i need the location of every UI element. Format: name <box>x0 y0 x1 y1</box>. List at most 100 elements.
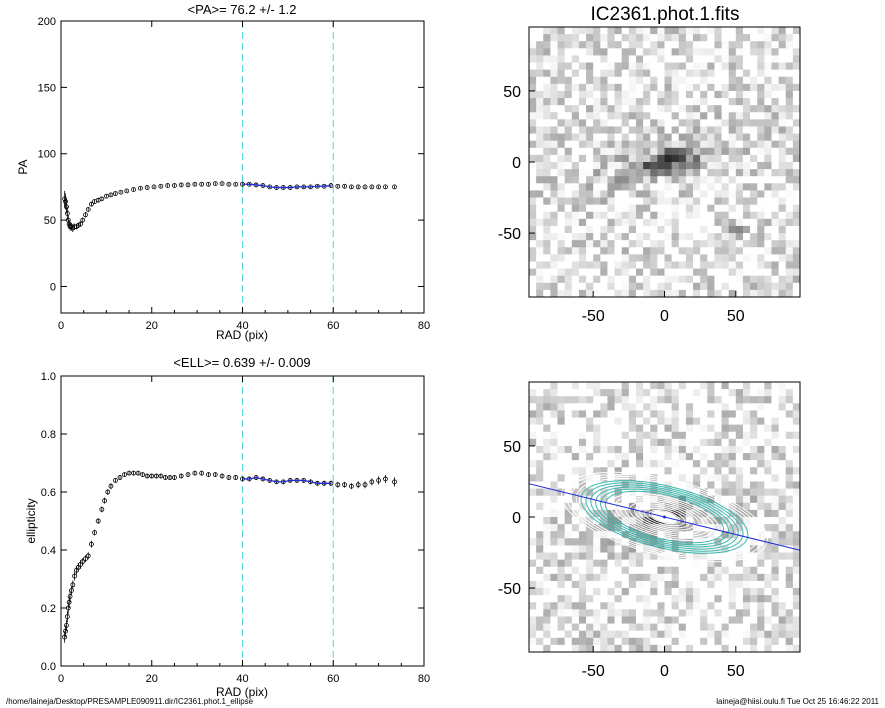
ellipse-image-pixel <box>564 460 573 468</box>
image-pixel <box>529 27 537 35</box>
image-pixel <box>757 282 765 291</box>
ell-point <box>89 540 94 548</box>
pa-point <box>108 192 114 198</box>
image-pixel <box>707 27 716 35</box>
image-pixel <box>635 240 644 248</box>
ellipse-image-pixel <box>693 509 701 518</box>
image-pixel <box>721 41 730 49</box>
ellipse-image-pixel <box>564 474 573 483</box>
ellipse-image-pixel <box>536 580 544 589</box>
ellipse-image-pixel <box>678 524 687 532</box>
image-pixel <box>628 69 637 78</box>
image-pixel <box>664 254 673 263</box>
ellipse-image-pixel <box>657 467 666 475</box>
ellipse-image-pixel <box>664 637 673 646</box>
pa-marker <box>172 183 177 188</box>
image-pixel <box>578 162 587 170</box>
ellipse-image-pixel <box>742 403 751 412</box>
image-pixel <box>586 197 594 206</box>
ellipse-image-pixel <box>728 445 737 454</box>
image-pixel <box>628 190 637 199</box>
pa-point <box>178 182 184 188</box>
ellipse-image-pixel <box>536 445 544 454</box>
ellipse-image-pixel <box>650 573 658 582</box>
image-pixel <box>685 261 694 270</box>
ellipse-image-pixel <box>664 396 673 404</box>
ellipse-image-pixel <box>742 637 751 646</box>
image-pixel <box>564 176 573 184</box>
image-pixel <box>678 162 687 170</box>
image-pixel <box>778 190 787 199</box>
image-pixel <box>742 197 751 206</box>
image-pixel <box>714 90 723 99</box>
image-pixel <box>721 105 730 113</box>
image-pixel <box>607 105 616 113</box>
ellipse-image-pixel <box>529 588 537 596</box>
pa-point <box>233 181 239 187</box>
ellipse-image-pixel <box>536 488 544 497</box>
image-pixel <box>771 147 780 156</box>
ell-marker <box>113 477 118 483</box>
ell-marker <box>80 559 86 564</box>
image-pixel <box>557 204 566 213</box>
ellipse-image-pixel <box>785 495 794 504</box>
image-pixel <box>657 62 666 71</box>
ell-point <box>219 473 225 479</box>
ellipse-image-pixel <box>600 467 609 475</box>
image-pixel <box>721 289 730 297</box>
image-pixel <box>657 76 666 85</box>
image-pixel <box>707 225 716 234</box>
ellipse-image-pixel <box>757 396 765 404</box>
image-pixel <box>742 162 751 170</box>
image-pixel <box>536 211 544 220</box>
ellipse-image-pixel <box>721 481 730 490</box>
image-pixel <box>650 190 658 199</box>
image-pixel <box>564 275 573 284</box>
image-pixel <box>635 105 644 113</box>
image-pixel <box>700 98 708 106</box>
image-pixel <box>543 119 551 128</box>
image-pixel <box>693 218 701 227</box>
image-pixel <box>735 34 744 42</box>
ellipse-image-pixel <box>700 616 708 625</box>
ellipse-image-pixel <box>621 467 630 475</box>
ellipse-image-pixel <box>621 453 630 461</box>
ellipse-image-pixel <box>678 637 687 646</box>
image-pixel <box>671 62 680 71</box>
ellipse-image-pixel <box>557 623 566 632</box>
ellipse-image-pixel <box>536 410 544 419</box>
ellipse-image-pixel <box>771 602 780 610</box>
ellipse-image-pixel <box>657 474 666 483</box>
ellipse-image-pixel <box>792 431 800 440</box>
pa-point <box>85 207 91 212</box>
ellipse-image-pixel <box>529 467 537 475</box>
ellipse-image-pixel <box>785 545 794 554</box>
image-pixel <box>529 176 537 184</box>
ellipse-image-pixel <box>543 424 551 433</box>
pa-x-tick-label: 40 <box>236 320 248 332</box>
image-pixel <box>614 41 623 49</box>
image-pixel <box>685 162 694 170</box>
image-pixel <box>543 41 551 49</box>
image-pixel <box>529 261 537 270</box>
image-pixel <box>728 183 737 192</box>
image-pixel <box>750 176 758 184</box>
ellipse-image-pixel <box>550 573 559 582</box>
image-pixel <box>564 154 573 163</box>
ellipse-image-pixel <box>635 566 644 575</box>
image-pixel <box>600 218 609 227</box>
image-pixel <box>728 133 737 142</box>
image-pixel <box>778 41 787 49</box>
ellipse-image-pixel <box>657 403 666 412</box>
ellipse-image-pixel <box>700 488 708 497</box>
ellipse-image-pixel <box>664 424 673 433</box>
image-pixel <box>757 218 765 227</box>
ellipse-image-pixel <box>643 524 651 532</box>
ellipse-image-pixel <box>593 524 601 532</box>
ellipse-image-pixel <box>750 580 758 589</box>
ellipse-image-pixel <box>614 417 623 426</box>
ellipse-image-pixel <box>650 403 658 412</box>
ellipse-image-pixel <box>628 417 637 426</box>
image-pixel <box>693 225 701 234</box>
